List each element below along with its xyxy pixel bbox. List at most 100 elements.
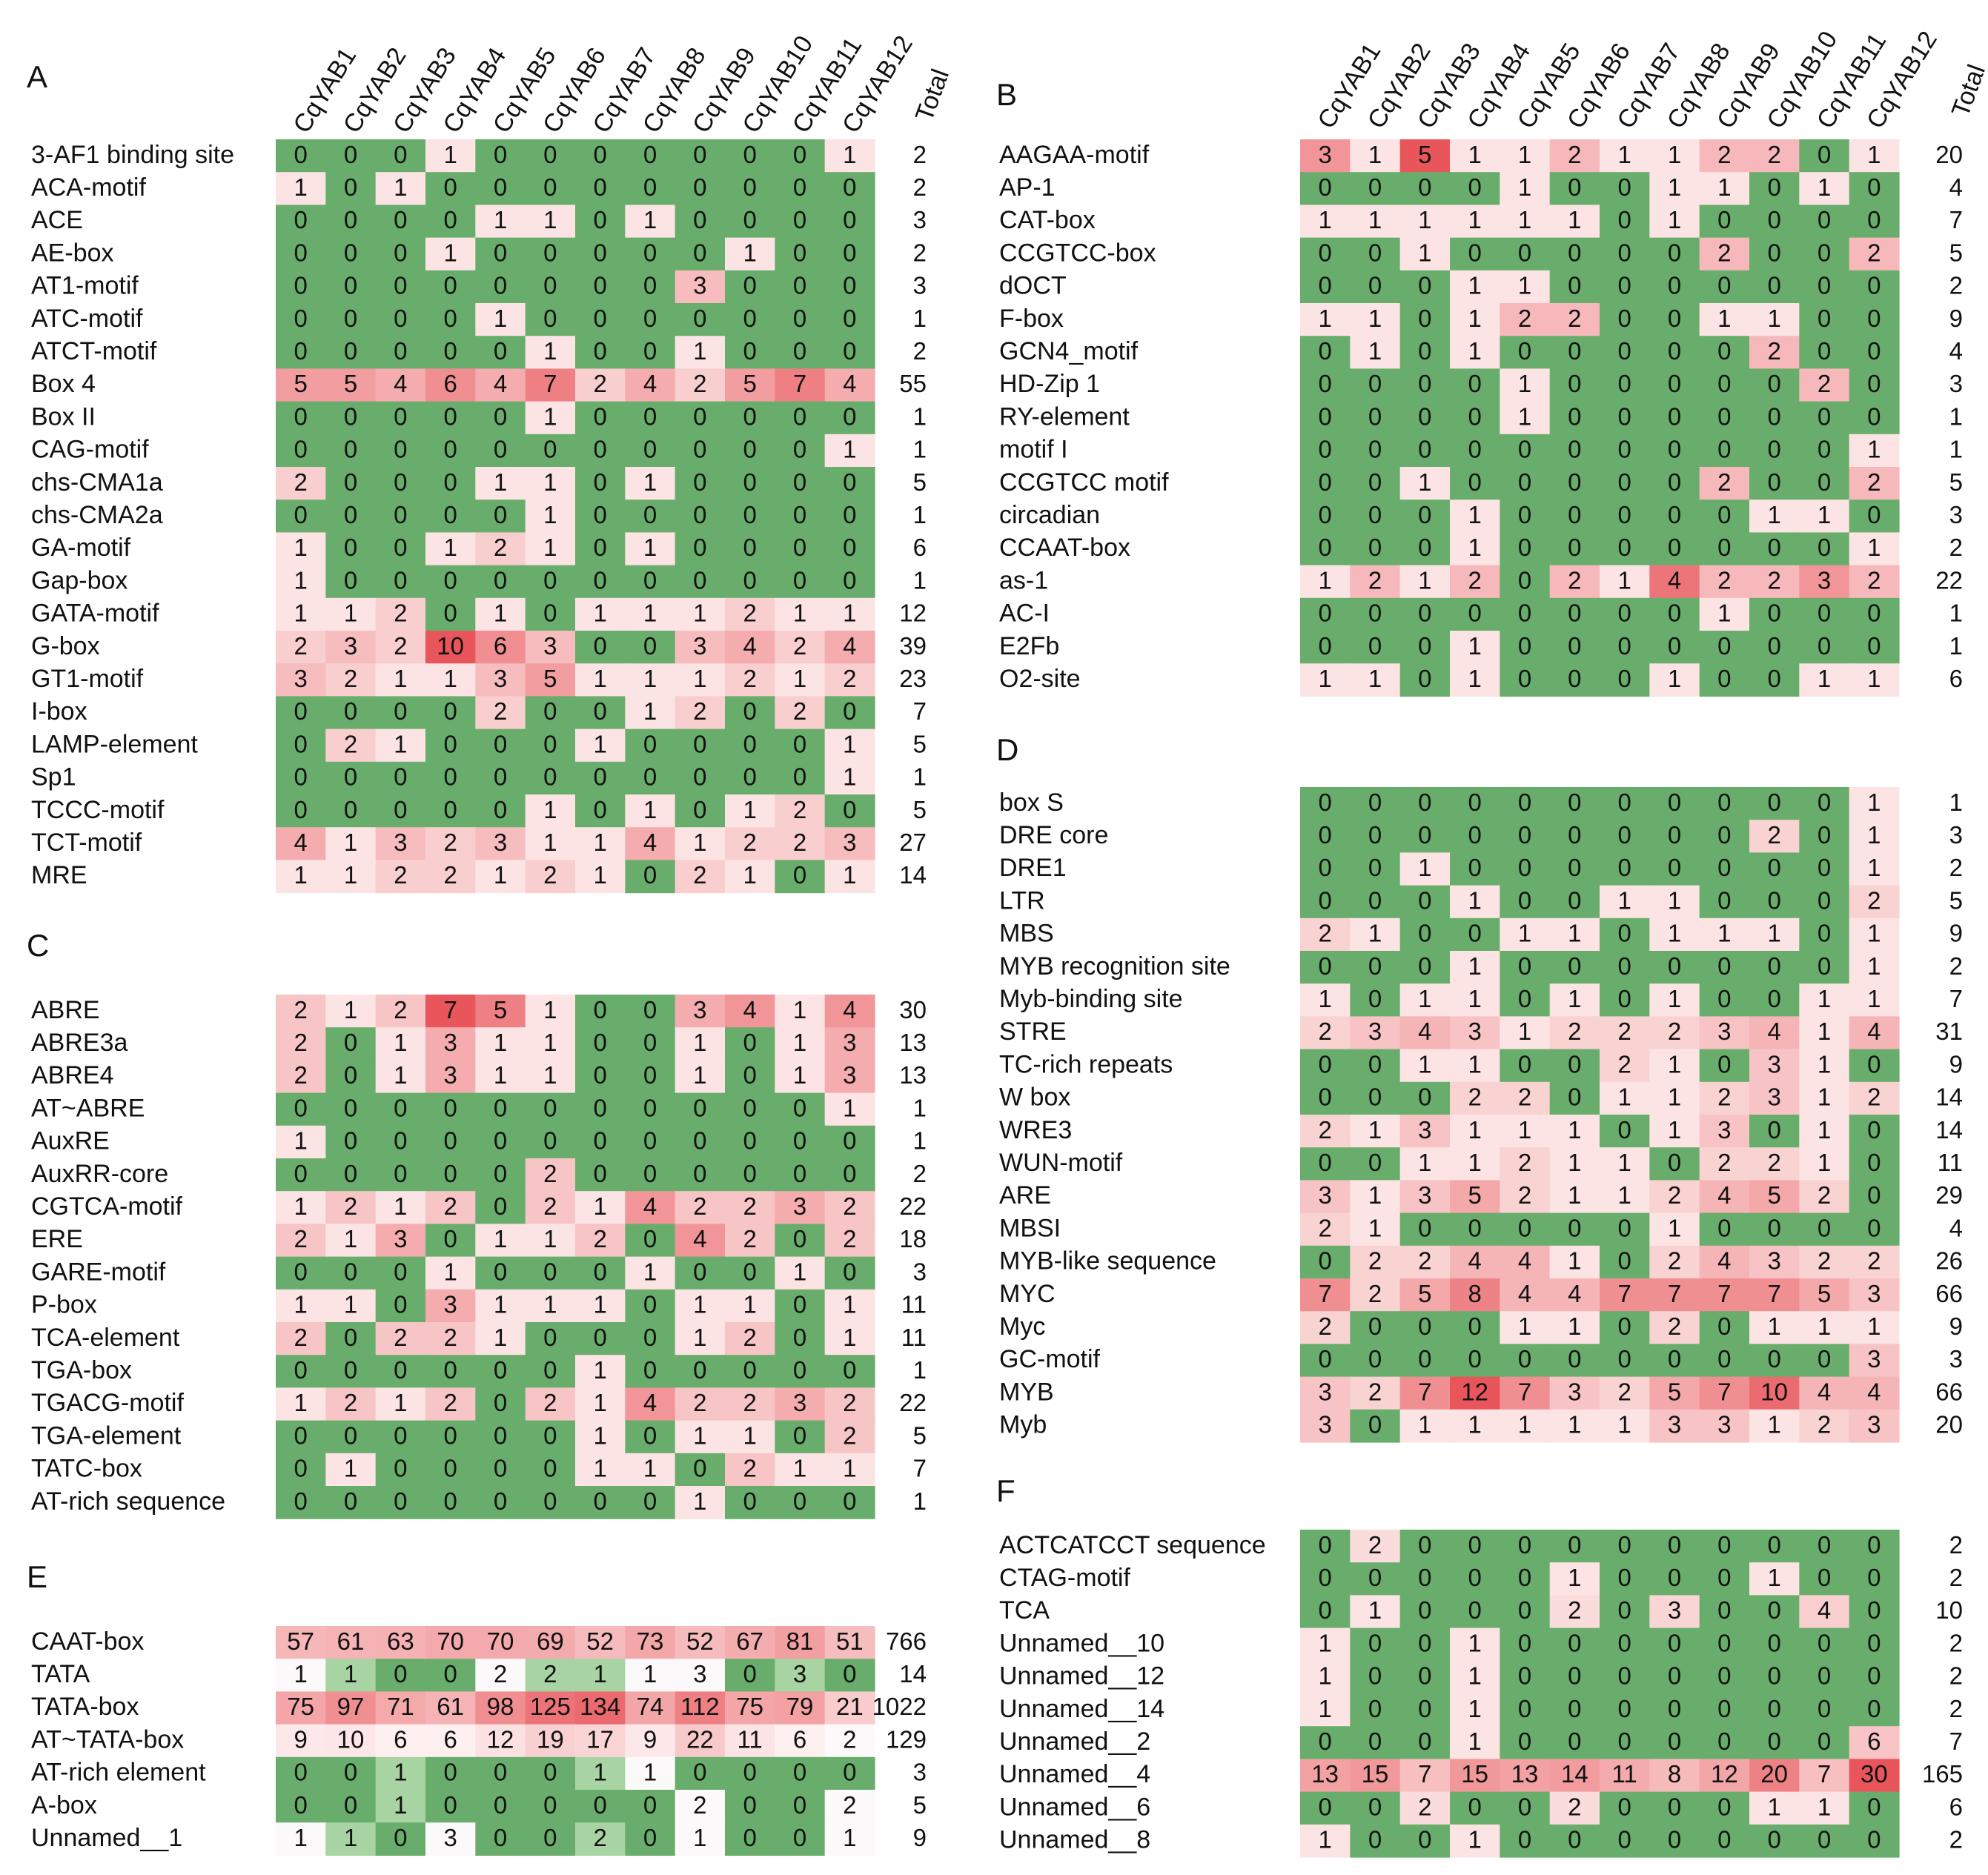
cell-value: 5 bbox=[1468, 1181, 1481, 1209]
cell-value: 0 bbox=[743, 402, 756, 430]
cell-value: 1 bbox=[593, 861, 606, 889]
row-label: CAAT-box bbox=[31, 1627, 144, 1656]
heatmap-cell bbox=[276, 237, 326, 271]
cell-value: 2 bbox=[294, 996, 307, 1023]
cell-value: 0 bbox=[394, 1455, 407, 1482]
cell-value: 0 bbox=[1418, 173, 1431, 201]
cell-value: 0 bbox=[1518, 632, 1531, 660]
cell-value: 0 bbox=[793, 1324, 806, 1351]
cell-value: 14 bbox=[1561, 1760, 1588, 1788]
heatmap-cell bbox=[525, 532, 576, 566]
cell-value: 2 bbox=[1867, 1247, 1881, 1275]
heatmap-cell bbox=[575, 368, 626, 402]
panel-a: A3-AF1 binding site 0 0 0 1 0 0 0 0 0 0 0 1 2ACA-moti… bbox=[27, 59, 927, 894]
cell-value: 0 bbox=[1867, 1793, 1881, 1820]
cell-value: 0 bbox=[1717, 952, 1731, 980]
cell-value: 1 bbox=[1818, 173, 1831, 201]
cell-value: 1 bbox=[843, 1094, 856, 1121]
heatmap-row: AT1-motif 0 0 0 0 0 0 0 0 3 0 0 0 3 bbox=[31, 270, 927, 304]
cell-value: 0 bbox=[793, 141, 806, 168]
heatmap-cell bbox=[1649, 172, 1700, 205]
heatmap-row: CAG-motif 0 0 0 0 0 0 0 0 0 0 0 1 1 bbox=[31, 434, 927, 468]
heatmap-cell bbox=[425, 860, 476, 894]
cell-value: 0 bbox=[443, 1660, 457, 1688]
cell-value: 1 bbox=[843, 861, 856, 889]
heatmap-cell bbox=[575, 205, 626, 239]
cell-value: 0 bbox=[1818, 789, 1831, 816]
heatmap-row: CGTCA-motif 1 2 1 2 0 2 1 4 2 2 3 2 22 bbox=[31, 1191, 927, 1224]
heatmap-cell bbox=[276, 860, 326, 894]
cell-value: 0 bbox=[1867, 1181, 1881, 1209]
heatmap-cell bbox=[725, 303, 775, 336]
panel-label: C bbox=[27, 928, 49, 963]
heatmap-row: ACA-motif 1 0 1 0 0 0 0 0 0 0 0 0 2 bbox=[31, 172, 927, 205]
cell-value: 2 bbox=[1468, 566, 1481, 594]
cell-value: 0 bbox=[793, 1759, 806, 1786]
row-total: 5 bbox=[913, 796, 927, 823]
cell-value: 2 bbox=[1767, 566, 1780, 594]
cell-value: 4 bbox=[643, 370, 657, 397]
cell-value: 1 bbox=[1368, 337, 1382, 365]
cell-value: 0 bbox=[294, 305, 307, 332]
heatmap-cell bbox=[525, 500, 576, 533]
cell-value: 17 bbox=[586, 1725, 614, 1753]
cell-value: 0 bbox=[1418, 337, 1431, 365]
cell-value: 0 bbox=[494, 1759, 507, 1786]
row-total: 2 bbox=[1949, 1629, 1963, 1656]
cell-value: 0 bbox=[1368, 1345, 1382, 1373]
cell-value: 5 bbox=[1668, 1378, 1681, 1405]
heatmap-cell bbox=[375, 303, 426, 336]
cell-value: 0 bbox=[1767, 952, 1780, 980]
cell-value: 1 bbox=[543, 1029, 557, 1056]
cell-value: 1 bbox=[643, 1660, 657, 1688]
heatmap-cell bbox=[725, 565, 775, 599]
heatmap-cell bbox=[675, 532, 726, 566]
cell-value: 0 bbox=[1518, 821, 1531, 849]
cell-value: 0 bbox=[1767, 1662, 1780, 1690]
heatmap-cell bbox=[1450, 237, 1500, 271]
heatmap-cell bbox=[525, 794, 576, 828]
cell-value: 2 bbox=[1617, 1050, 1631, 1078]
cell-value: 0 bbox=[1867, 1695, 1881, 1722]
cell-value: 0 bbox=[643, 1160, 657, 1187]
cell-value: 1 bbox=[693, 829, 706, 856]
heatmap-cell bbox=[525, 303, 576, 336]
row-label: DRE core bbox=[999, 821, 1108, 849]
heatmap-cell bbox=[325, 794, 377, 828]
cell-value: 1 bbox=[693, 1029, 706, 1056]
cell-value: 0 bbox=[793, 305, 806, 332]
cell-value: 1 bbox=[443, 665, 457, 692]
row-total: 23 bbox=[899, 665, 927, 692]
cell-value: 1 bbox=[1518, 370, 1531, 397]
cell-value: 1 bbox=[843, 763, 856, 791]
row-total: 20 bbox=[1935, 141, 1963, 168]
cell-value: 0 bbox=[344, 566, 357, 594]
cell-value: 71 bbox=[387, 1693, 414, 1720]
heatmap-cell bbox=[475, 368, 526, 402]
heatmap-row: AT-rich sequence 0 0 0 0 0 0 0 0 1 0 0 0 1 bbox=[31, 1486, 927, 1519]
cell-value: 73 bbox=[637, 1627, 664, 1655]
heatmap-cell bbox=[775, 303, 826, 336]
cell-value: 1 bbox=[344, 1225, 357, 1252]
cell-value: 1 bbox=[1668, 1116, 1681, 1144]
cell-value: 0 bbox=[1818, 920, 1831, 947]
cell-value: 0 bbox=[693, 501, 706, 528]
heatmap-cell bbox=[824, 205, 875, 239]
cell-value: 15 bbox=[1362, 1760, 1389, 1788]
cell-value: 0 bbox=[593, 1487, 606, 1515]
heatmap-cell bbox=[1699, 139, 1750, 173]
heatmap-cell bbox=[625, 696, 676, 730]
cell-value: 0 bbox=[1368, 985, 1382, 1012]
panel-label: A bbox=[27, 59, 47, 94]
heatmap-cell bbox=[425, 336, 476, 369]
cell-value: 1 bbox=[1318, 985, 1331, 1012]
heatmap-cell bbox=[725, 827, 775, 860]
row-total: 2 bbox=[1949, 1662, 1963, 1690]
cell-value: 1 bbox=[543, 337, 557, 365]
heatmap-row: O2-site 1 1 0 1 0 0 0 1 0 0 1 1 6 bbox=[999, 663, 1963, 697]
cell-value: 97 bbox=[337, 1693, 365, 1720]
cell-value: 0 bbox=[643, 996, 657, 1023]
heatmap-cell bbox=[675, 500, 726, 533]
cell-value: 74 bbox=[637, 1693, 664, 1720]
heatmap-cell bbox=[725, 663, 775, 697]
